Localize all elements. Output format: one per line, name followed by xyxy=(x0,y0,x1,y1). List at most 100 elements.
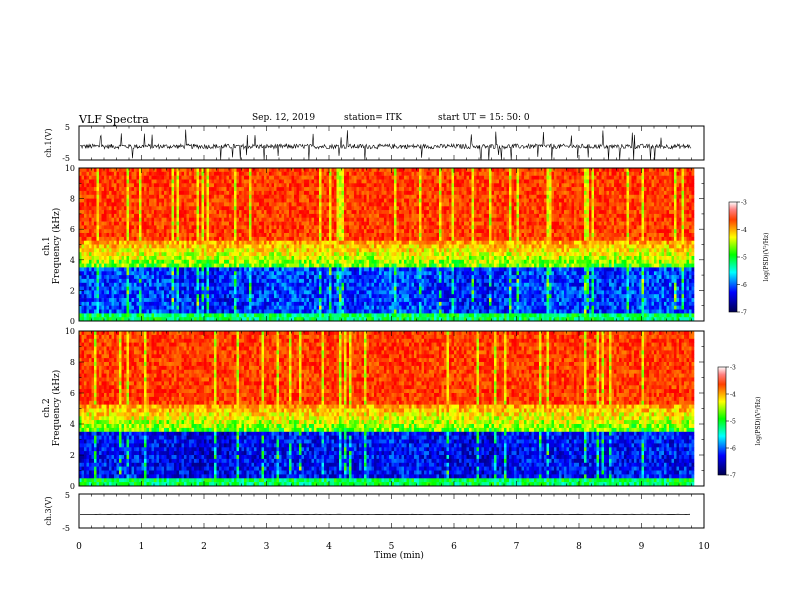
heatmap-cell xyxy=(364,256,367,261)
heatmap-cell xyxy=(259,168,262,173)
heatmap-cell xyxy=(174,259,177,264)
heatmap-cell xyxy=(349,244,352,249)
heatmap-cell xyxy=(114,290,117,295)
heatmap-cell xyxy=(79,301,82,307)
heatmap-cell xyxy=(189,194,192,199)
heatmap-cell xyxy=(324,210,327,215)
heatmap-cell xyxy=(179,168,182,173)
heatmap-cell xyxy=(146,194,150,199)
heatmap-cell xyxy=(206,229,210,234)
heatmap-cell xyxy=(121,233,125,238)
heatmap-cell xyxy=(174,294,177,299)
heatmap-cell xyxy=(321,317,325,322)
heatmap-cell xyxy=(151,194,155,199)
heatmap-cell xyxy=(311,187,315,192)
heatmap-cell xyxy=(214,275,217,280)
heatmap-cell xyxy=(189,168,192,173)
heatmap-cell xyxy=(204,286,207,291)
heatmap-cell xyxy=(216,282,220,287)
heatmap-cell xyxy=(144,301,147,307)
heatmap-cell xyxy=(204,213,207,219)
heatmap-cell xyxy=(111,225,115,230)
heatmap-cell xyxy=(151,278,155,284)
heatmap-cell xyxy=(346,298,350,303)
heatmap-cell xyxy=(116,190,120,196)
heatmap-cell xyxy=(204,290,207,295)
heatmap-cell xyxy=(269,233,272,238)
heatmap-cell xyxy=(191,259,195,264)
heatmap-cell xyxy=(311,217,315,222)
heatmap-cell xyxy=(244,301,247,307)
heatmap-cell xyxy=(266,179,270,184)
heatmap-cell xyxy=(149,317,152,322)
heatmap-cell xyxy=(194,210,197,215)
heatmap-cell xyxy=(306,213,310,219)
heatmap-cell xyxy=(201,171,205,176)
heatmap-cell xyxy=(126,309,130,314)
heatmap-cell xyxy=(234,213,237,219)
heatmap-cell xyxy=(271,233,275,238)
heatmap-cell xyxy=(174,190,177,196)
heatmap-cell xyxy=(131,282,135,287)
heatmap-cell xyxy=(366,187,370,192)
heatmap-cell xyxy=(341,248,345,253)
heatmap-cell xyxy=(376,317,380,322)
heatmap-cell xyxy=(336,259,340,264)
heatmap-cell xyxy=(286,198,290,203)
heatmap-cell xyxy=(134,275,137,280)
heatmap-cell xyxy=(281,248,285,253)
heatmap-cell xyxy=(166,305,170,310)
heatmap-cell xyxy=(226,213,230,219)
heatmap-cell xyxy=(89,202,92,207)
heatmap-cell xyxy=(309,309,312,314)
heatmap-cell xyxy=(219,309,222,314)
heatmap-cell xyxy=(171,244,175,249)
heatmap-cell xyxy=(369,275,372,280)
heatmap-cell xyxy=(321,236,325,242)
heatmap-cell xyxy=(96,221,100,226)
heatmap-cell xyxy=(264,183,267,188)
heatmap-cell xyxy=(271,275,275,280)
heatmap-cell xyxy=(166,282,170,287)
heatmap-cell xyxy=(271,175,275,180)
heatmap-cell xyxy=(114,236,117,242)
heatmap-cell xyxy=(299,225,302,230)
heatmap-cell xyxy=(104,183,107,188)
heatmap-cell xyxy=(349,263,352,268)
heatmap-cell xyxy=(131,301,135,307)
heatmap-cell xyxy=(379,187,382,192)
heatmap-cell xyxy=(186,221,190,226)
heatmap-cell xyxy=(234,225,237,230)
heatmap-cell xyxy=(259,256,262,261)
heatmap-cell xyxy=(349,271,352,276)
heatmap-cell xyxy=(251,286,255,291)
heatmap-cell xyxy=(119,263,122,268)
heatmap-cell xyxy=(241,252,245,257)
heatmap-cell xyxy=(186,233,190,238)
heatmap-cell xyxy=(364,240,367,245)
heatmap-cell xyxy=(129,290,132,295)
heatmap-cell xyxy=(129,221,132,226)
heatmap-cell xyxy=(314,298,317,303)
heatmap-cell xyxy=(324,282,327,287)
heatmap-cell xyxy=(111,221,115,226)
heatmap-cell xyxy=(359,259,362,264)
heatmap-cell xyxy=(196,206,200,211)
heatmap-cell xyxy=(324,256,327,261)
heatmap-cell xyxy=(231,171,235,176)
heatmap-cell xyxy=(84,194,87,199)
heatmap-cell xyxy=(209,217,212,222)
heatmap-cell xyxy=(144,183,147,188)
heatmap-cell xyxy=(301,210,305,215)
heatmap-cell xyxy=(314,225,317,230)
heatmap-cell xyxy=(121,278,125,284)
heatmap-cell xyxy=(164,252,167,257)
heatmap-cell xyxy=(259,210,262,215)
heatmap-cell xyxy=(296,194,300,199)
heatmap-cell xyxy=(286,225,290,230)
heatmap-cell xyxy=(301,256,305,261)
heatmap-cell xyxy=(316,233,320,238)
heatmap-cell xyxy=(201,301,205,307)
heatmap-cell xyxy=(224,259,227,264)
heatmap-cell xyxy=(134,229,137,234)
